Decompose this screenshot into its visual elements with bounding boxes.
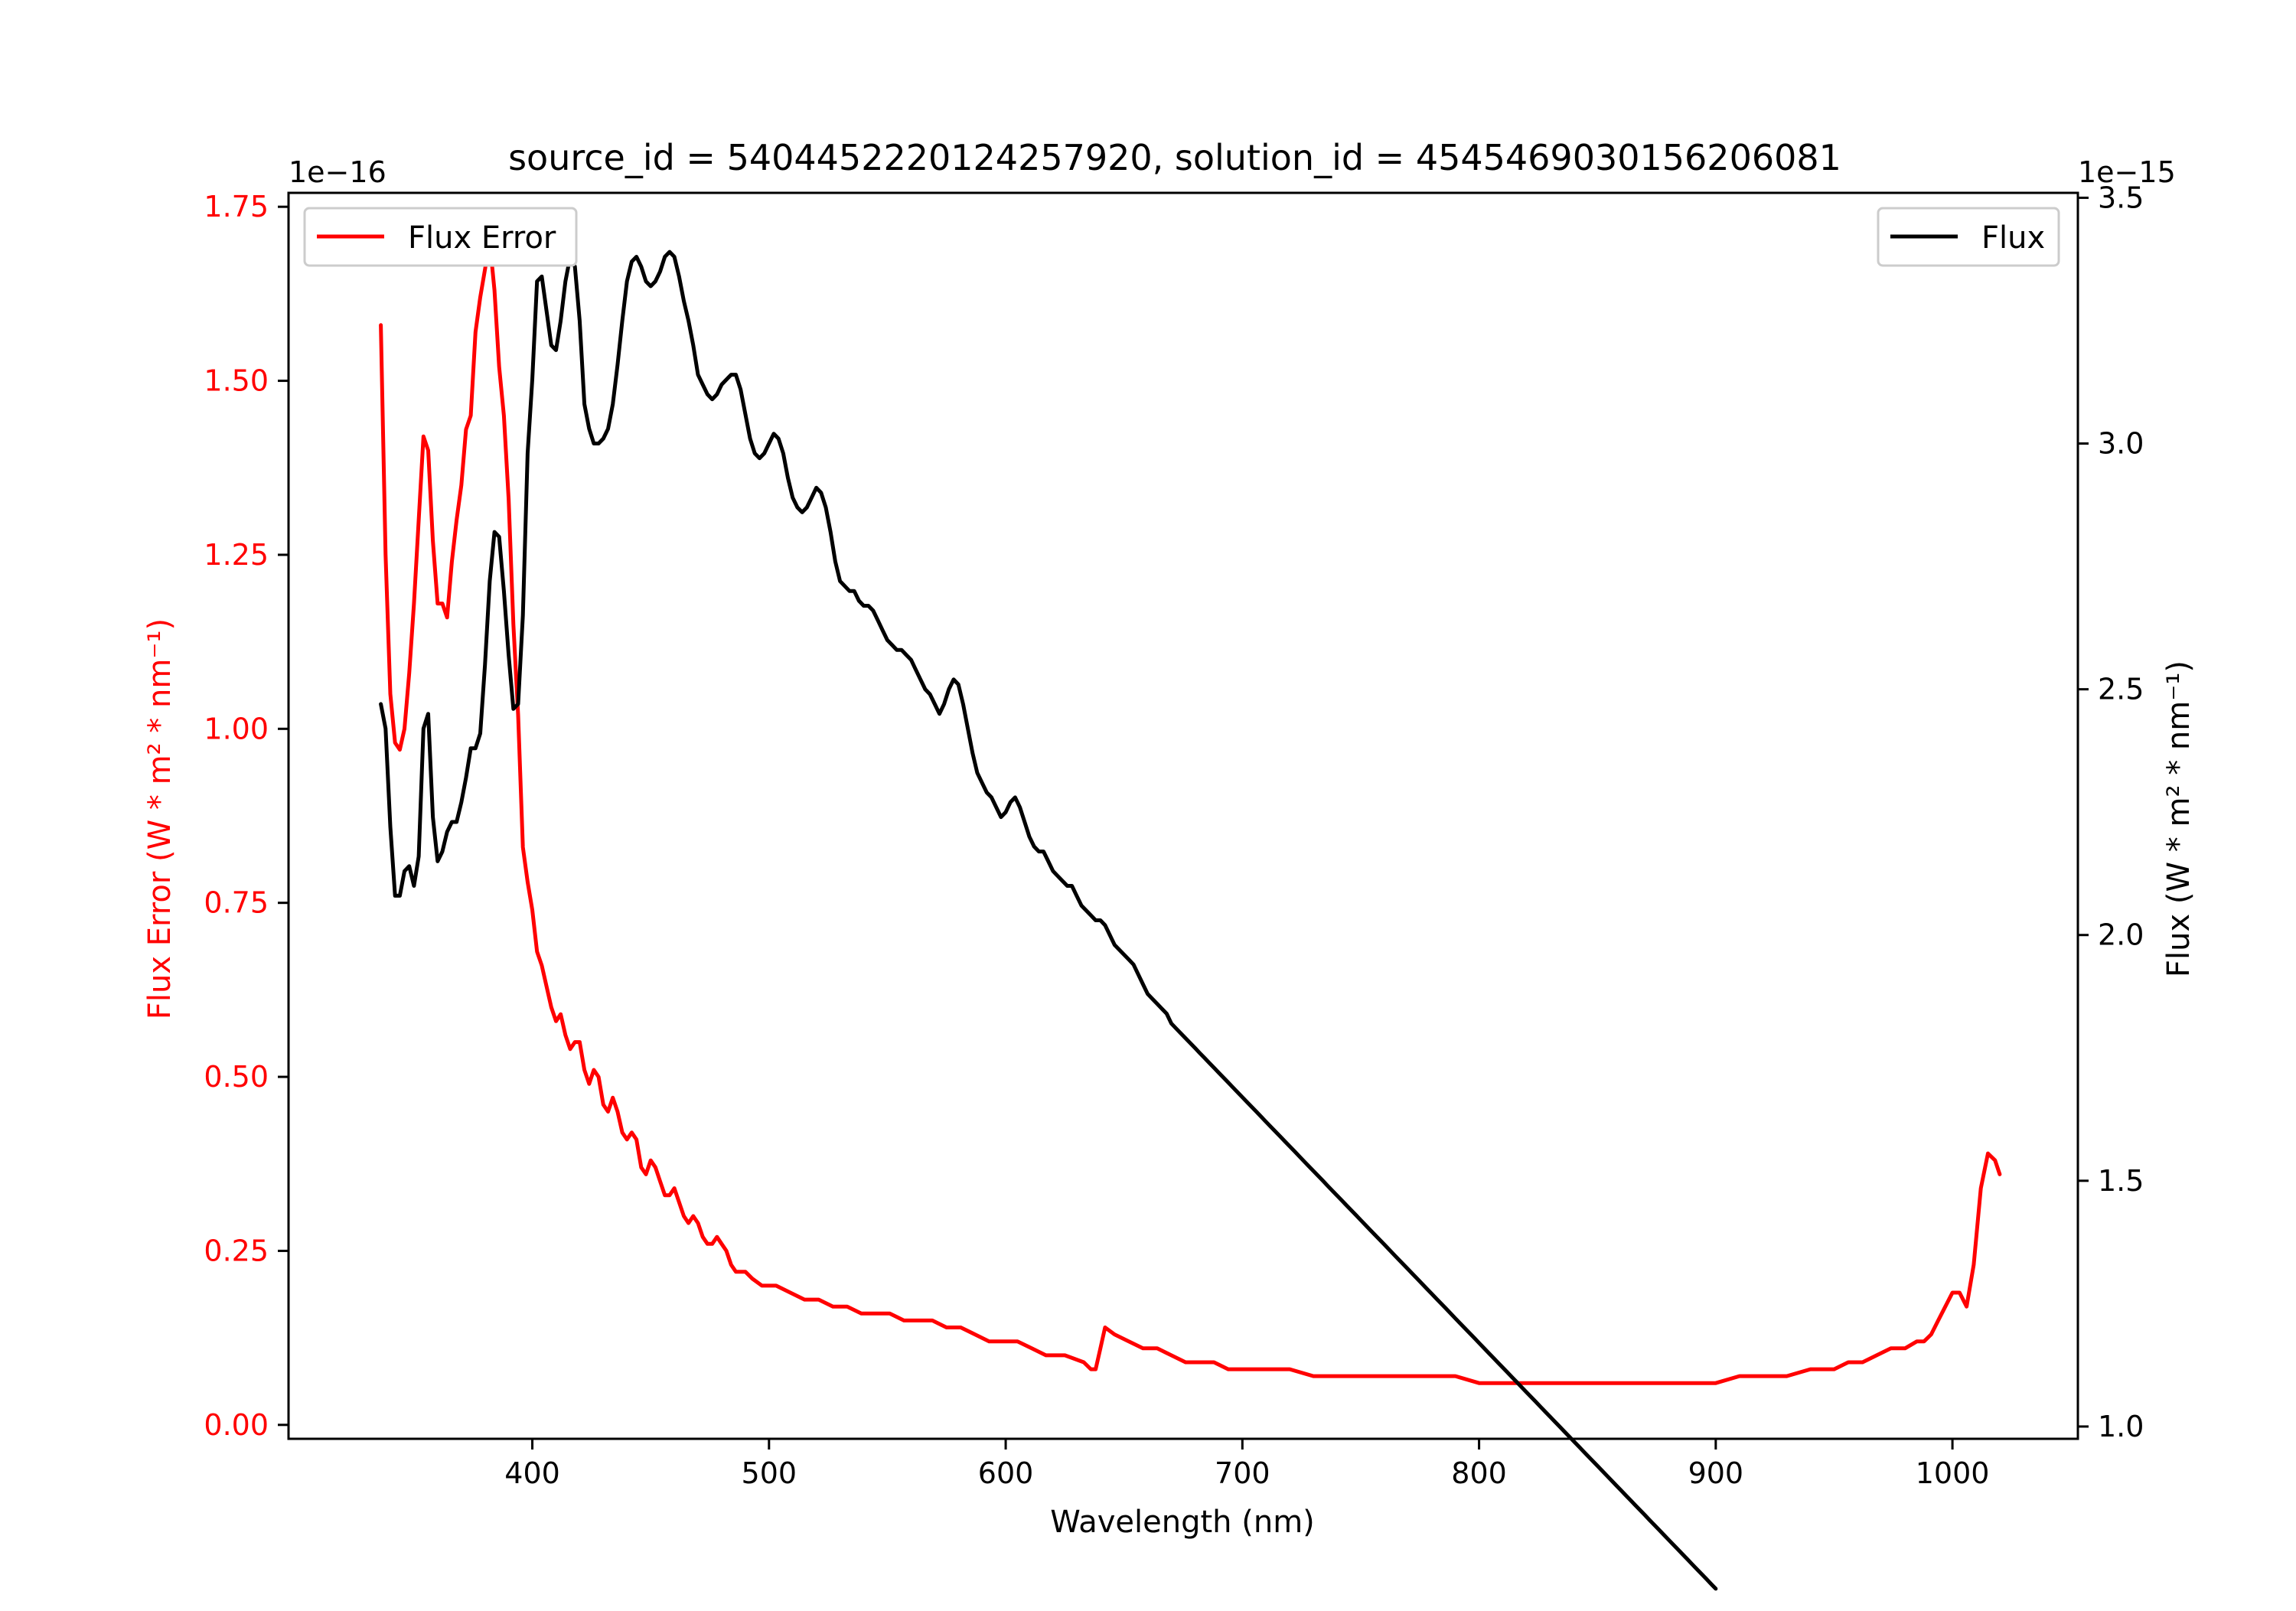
x-tick-label: 900 bbox=[1688, 1456, 1744, 1490]
left-axis-offset-text: 1e−16 bbox=[289, 155, 386, 189]
left-y-tick-label: 0.25 bbox=[204, 1234, 269, 1267]
right-y-tick-label: 1.5 bbox=[2098, 1164, 2144, 1198]
left-y-tick-label: 0.00 bbox=[204, 1408, 269, 1442]
plot-content: 400 500 600 700 800 900 1000 0.00 0.25 0.50 0.75 1.… bbox=[204, 181, 2144, 1591]
x-axis-label: Wavelength (nm) bbox=[1050, 1505, 1315, 1540]
left-y-axis-label: Flux Error (W * m² * nm⁻¹) bbox=[142, 618, 178, 1019]
right-y-tick-label: 2.0 bbox=[2098, 918, 2144, 952]
legend-flux-error-label: Flux Error bbox=[408, 220, 556, 256]
x-tick-label: 400 bbox=[504, 1456, 560, 1490]
right-y-tick-label: 3.0 bbox=[2098, 427, 2144, 461]
right-y-tick-label: 1.0 bbox=[2098, 1410, 2144, 1443]
legend-flux: Flux bbox=[1877, 207, 2060, 267]
right-y-axis-label: Flux (W * m² * nm⁻¹) bbox=[2161, 660, 2197, 977]
legend-flux-error-box bbox=[303, 207, 578, 267]
left-y-tick-label: 0.75 bbox=[204, 886, 269, 920]
chart-title: source_id = 5404452220124257920, solutio… bbox=[508, 137, 1841, 178]
left-y-tick-label: 1.25 bbox=[204, 538, 269, 572]
legend-flux-box bbox=[1877, 207, 2060, 267]
left-y-tick-label: 1.75 bbox=[204, 190, 269, 223]
right-axis-offset-text: 1e−15 bbox=[2078, 155, 2176, 189]
x-tick-label: 600 bbox=[978, 1456, 1034, 1490]
plot-frame bbox=[287, 191, 2079, 1440]
left-y-tick-label: 1.00 bbox=[204, 712, 269, 745]
x-tick-label: 1000 bbox=[1916, 1456, 1990, 1490]
left-y-tick-label: 1.50 bbox=[204, 364, 269, 398]
x-tick-label: 800 bbox=[1451, 1456, 1507, 1490]
right-y-tick-label: 3.5 bbox=[2098, 181, 2144, 214]
legend-flux-label: Flux bbox=[1981, 220, 2045, 256]
flux-line bbox=[379, 249, 1718, 1591]
x-tick-label: 700 bbox=[1215, 1456, 1270, 1490]
flux-error-line bbox=[379, 240, 2002, 1385]
x-tick-label: 500 bbox=[742, 1456, 797, 1490]
right-y-tick-label: 2.5 bbox=[2098, 673, 2144, 706]
legend-flux-error: Flux Error bbox=[303, 207, 578, 267]
left-y-tick-label: 0.50 bbox=[204, 1060, 269, 1094]
